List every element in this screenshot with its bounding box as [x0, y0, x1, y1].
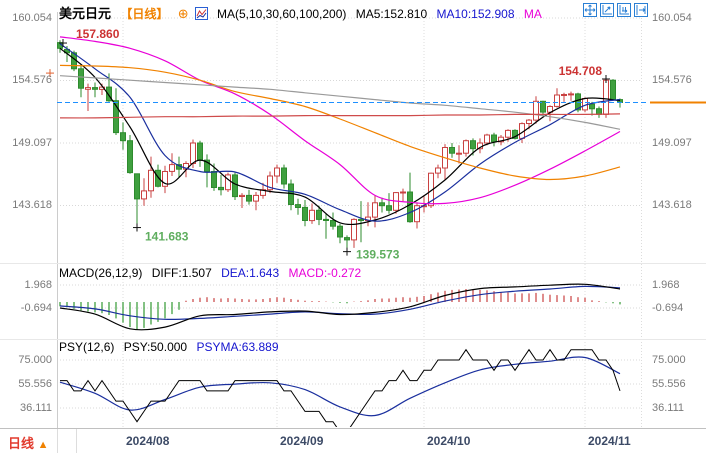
axis-label: 55.556 — [652, 377, 686, 390]
axis-label: 55.556 — [18, 377, 52, 390]
axis-label: 149.097 — [652, 136, 692, 149]
symbol-name: 美元日元 — [59, 6, 112, 21]
svg-text:139.573: 139.573 — [356, 248, 400, 262]
ma10-value: MA10:152.908 — [436, 7, 515, 21]
psy-params: PSY(12,6) — [59, 340, 115, 354]
chart-title-bar: 美元日元 【日线】 ⊕ MA(5,10,30,60,100,200) MA5:1… — [59, 3, 548, 22]
jump-to-latest-icon[interactable] — [634, 3, 648, 17]
chart-toolbar — [583, 3, 648, 17]
date-label: 2024/11 — [588, 434, 631, 448]
ma-settings-label: MA(5,10,30,60,100,200) — [216, 7, 347, 21]
svg-text:157.860: 157.860 — [76, 27, 120, 41]
period-up-arrow-icon: ▲ — [37, 439, 49, 451]
footer-separator — [57, 429, 58, 453]
date-label: 2024/08 — [126, 434, 170, 448]
axis-label: -0.694 — [652, 301, 684, 314]
psyma-value: PSYMA:63.889 — [196, 340, 279, 354]
macd-hist-value: MACD:-0.272 — [288, 266, 362, 280]
axis-label: 143.618 — [652, 199, 692, 212]
period-tag-label[interactable]: 【日线】 — [120, 7, 169, 21]
ma-more-value: MA — [523, 7, 542, 21]
axis-label: 143.618 — [12, 199, 52, 212]
axis-label: 149.097 — [12, 136, 52, 149]
fit-vertical-axis-icon[interactable] — [600, 3, 614, 17]
mini-chart-icon[interactable] — [194, 7, 208, 20]
axis-label: -0.694 — [20, 301, 52, 314]
psy-pane-header: PSY(12,6) PSY:50.000 PSYMA:63.889 — [59, 340, 285, 354]
svg-text:154.708: 154.708 — [559, 64, 603, 78]
footer-separator — [76, 429, 77, 453]
time-axis-bar: 日线 ▲ 2024/08 2024/09 2024/10 2024/11 — [0, 428, 706, 453]
axis-label: 75.000 — [652, 354, 686, 366]
axis-label: 160.054 — [12, 12, 52, 24]
axis-label: 160.054 — [652, 12, 692, 24]
period-selector[interactable]: 日线 ▲ — [8, 433, 49, 452]
axis-label: 36.111 — [652, 402, 685, 414]
date-label: 2024/10 — [427, 434, 471, 448]
date-label: 2024/09 — [280, 434, 324, 448]
move-icon[interactable] — [583, 3, 597, 17]
macd-diff-value: DIFF:1.507 — [151, 266, 212, 280]
axis-label: 1.968 — [24, 278, 52, 291]
axis-label: 154.576 — [12, 74, 52, 87]
axis-label: 1.968 — [652, 278, 680, 291]
ma5-value: MA5:152.810 — [355, 7, 428, 21]
period-selector-label: 日线 — [8, 436, 35, 451]
fit-horizontal-axis-icon[interactable] — [617, 3, 631, 17]
macd-pane-header: MACD(26,12,9) DIFF:1.507 DEA:1.643 MACD:… — [59, 266, 367, 280]
axis-label: 75.000 — [18, 354, 52, 366]
axis-label: 36.111 — [19, 402, 52, 414]
axis-label: 154.576 — [652, 74, 692, 87]
macd-params: MACD(26,12,9) — [59, 266, 143, 280]
add-indicator-icon[interactable]: ⊕ — [177, 6, 189, 21]
macd-dea-value: DEA:1.643 — [221, 266, 280, 280]
svg-text:141.683: 141.683 — [145, 230, 189, 244]
psy-value: PSY:50.000 — [123, 340, 188, 354]
